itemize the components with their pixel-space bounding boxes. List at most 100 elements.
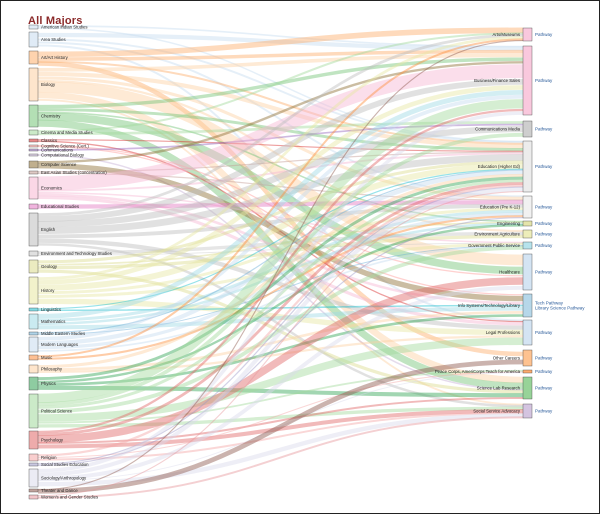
major-node-classics[interactable] xyxy=(28,138,39,143)
major-label: Computational Biology xyxy=(41,153,85,158)
flow-link-political-science-to-legal-professions xyxy=(37,337,524,422)
flow-link-modern-languages-to-education-pre-k-12 xyxy=(37,212,524,350)
major-node-linguistics[interactable] xyxy=(28,307,39,312)
major-label: Religion xyxy=(41,455,57,460)
flow-link-psychology-to-business-finance-sales xyxy=(37,108,524,434)
flow-link-computational-biology-to-science-lab-research xyxy=(37,154,524,391)
pathway-node-info-systems-technology-library[interactable] xyxy=(522,293,533,318)
major-node-american-indian-studies[interactable] xyxy=(28,24,39,30)
pathway-node-education-pre-k-12[interactable] xyxy=(522,195,533,219)
pathway-node-legal-professions[interactable] xyxy=(522,319,533,346)
flow-link-political-science-to-social-service-advocacy xyxy=(37,406,524,428)
flow-link-economics-to-business-finance-sales xyxy=(37,64,524,191)
flow-link-history-to-business-finance-sales xyxy=(37,85,524,285)
pathway-node-education-higher-ed[interactable] xyxy=(522,140,533,193)
major-node-cognitive-science-cert[interactable] xyxy=(28,144,39,148)
major-label: Sociology/Anthropology xyxy=(41,476,87,481)
pathway-node-social-service-advocacy[interactable] xyxy=(522,403,533,419)
flow-link-history-to-legal-professions xyxy=(37,298,524,336)
major-node-women-s-and-gender-studies[interactable] xyxy=(28,494,39,500)
major-node-sociology-anthropology[interactable] xyxy=(28,468,39,488)
flow-link-modern-languages-to-government-public-service xyxy=(37,245,524,352)
pathway-node-other-careers[interactable] xyxy=(522,349,533,367)
pathway-node-business-finance-sales[interactable] xyxy=(522,45,533,116)
flow-link-english-to-business-finance-sales xyxy=(37,78,524,222)
major-node-area-studies[interactable] xyxy=(28,31,39,48)
major-node-middle-eastern-studies[interactable] xyxy=(28,331,39,336)
flow-link-music-to-arts-museums xyxy=(37,38,524,358)
major-node-east-asian-studies-concentration[interactable] xyxy=(28,170,39,175)
flow-link-sociology-anthropology-to-business-finance-sales xyxy=(37,111,524,473)
flow-link-women-s-and-gender-studies-to-social-service-advocacy xyxy=(37,416,524,499)
flow-link-area-studies-to-education-higher-ed xyxy=(37,38,524,144)
flow-link-classics-to-legal-professions xyxy=(37,140,524,323)
flow-link-economics-to-info-systems-technology-library xyxy=(37,193,524,305)
major-node-educational-studies[interactable] xyxy=(28,203,39,210)
major-node-biology[interactable] xyxy=(28,67,39,102)
major-node-computer-science[interactable] xyxy=(28,160,39,169)
major-node-computational-biology[interactable] xyxy=(28,153,39,157)
flow-link-art-art-history-to-education-higher-ed xyxy=(37,60,524,145)
major-node-art-art-history[interactable] xyxy=(28,50,39,65)
major-node-psychology[interactable] xyxy=(28,430,39,450)
major-node-political-science[interactable] xyxy=(28,393,39,429)
pathway-tag: Pathway xyxy=(535,243,553,248)
flow-link-psychology-to-healthcare xyxy=(37,277,524,443)
flow-link-psychology-to-social-service-advocacy xyxy=(37,408,524,449)
major-node-communications[interactable] xyxy=(28,148,39,152)
pathway-node-communications-media[interactable] xyxy=(522,120,533,138)
pathway-label: Government Public Service xyxy=(468,243,521,248)
major-node-history[interactable] xyxy=(28,276,39,305)
pathway-label: Info Systems/Technology/Library xyxy=(458,303,521,308)
flow-link-art-art-history-to-business-finance-sales xyxy=(37,49,524,61)
flow-link-area-studies-to-business-finance-sales xyxy=(37,32,524,51)
major-node-music[interactable] xyxy=(28,354,39,361)
major-node-english[interactable] xyxy=(28,212,39,247)
flow-link-biology-to-environment-agriculture xyxy=(37,79,524,233)
pathway-node-engineering[interactable] xyxy=(522,220,533,227)
pathway-node-healthcare[interactable] xyxy=(522,253,533,291)
major-node-environment-and-technology-studies[interactable] xyxy=(28,250,39,257)
flow-link-physics-to-education-higher-ed xyxy=(37,176,524,381)
major-node-modern-languages[interactable] xyxy=(28,336,39,353)
flow-link-political-science-to-government-public-service xyxy=(37,245,524,414)
flow-link-linguistics-to-info-systems-technology-library xyxy=(37,304,524,312)
major-label: Social Studies Education xyxy=(41,462,89,467)
pathway-label: Environment Agriculture xyxy=(474,232,520,237)
flow-link-philosophy-to-education-higher-ed xyxy=(37,173,524,369)
pathway-tag: Tech Pathway xyxy=(535,301,564,306)
flow-link-area-studies-to-education-pre-k-12 xyxy=(37,41,524,198)
major-node-geology[interactable] xyxy=(28,259,39,274)
flow-link-biology-to-business-finance-sales xyxy=(37,53,524,72)
major-node-religion[interactable] xyxy=(28,453,39,462)
major-node-mathematics[interactable] xyxy=(28,313,39,330)
major-node-physics[interactable] xyxy=(28,376,39,391)
flow-link-art-art-history-to-other-careers xyxy=(37,61,524,357)
flow-link-cognitive-science-cert-to-healthcare xyxy=(37,144,524,277)
flow-link-modern-languages-to-education-higher-ed xyxy=(37,170,524,346)
major-node-chemistry[interactable] xyxy=(28,104,39,128)
flow-link-east-asian-studies-concentration-to-education-higher-ed xyxy=(37,151,524,173)
pathway-node-arts-museums[interactable] xyxy=(522,27,533,42)
major-node-theater-and-dance[interactable] xyxy=(28,488,39,493)
major-label: Theater and Dance xyxy=(41,488,78,493)
pathway-tag: Pathway xyxy=(535,232,553,237)
pathway-node-peace-corps-americorps-teach-for-america[interactable] xyxy=(522,369,533,374)
major-node-cinema-and-media-studies[interactable] xyxy=(28,129,39,136)
pathway-label: Communications Media xyxy=(475,127,521,132)
major-node-economics[interactable] xyxy=(28,176,39,200)
major-node-social-studies-education[interactable] xyxy=(28,462,39,467)
major-node-philosophy[interactable] xyxy=(28,364,39,374)
flow-link-psychology-to-education-higher-ed xyxy=(37,182,524,436)
flow-link-social-studies-education-to-education-higher-ed xyxy=(37,186,524,465)
pathway-node-science-lab-research[interactable] xyxy=(522,376,533,400)
flow-link-political-science-to-communications-media xyxy=(37,132,524,406)
pathway-node-environment-agriculture[interactable] xyxy=(522,229,533,239)
major-label: Music xyxy=(41,355,53,360)
pathway-node-government-public-service[interactable] xyxy=(522,241,533,250)
flow-link-history-to-government-public-service xyxy=(37,242,524,298)
flow-link-english-to-social-service-advocacy xyxy=(37,243,524,408)
major-label: Modern Languages xyxy=(41,342,78,347)
flow-link-english-to-education-higher-ed xyxy=(37,154,524,235)
flow-link-educational-studies-to-education-pre-k-12 xyxy=(37,200,524,209)
